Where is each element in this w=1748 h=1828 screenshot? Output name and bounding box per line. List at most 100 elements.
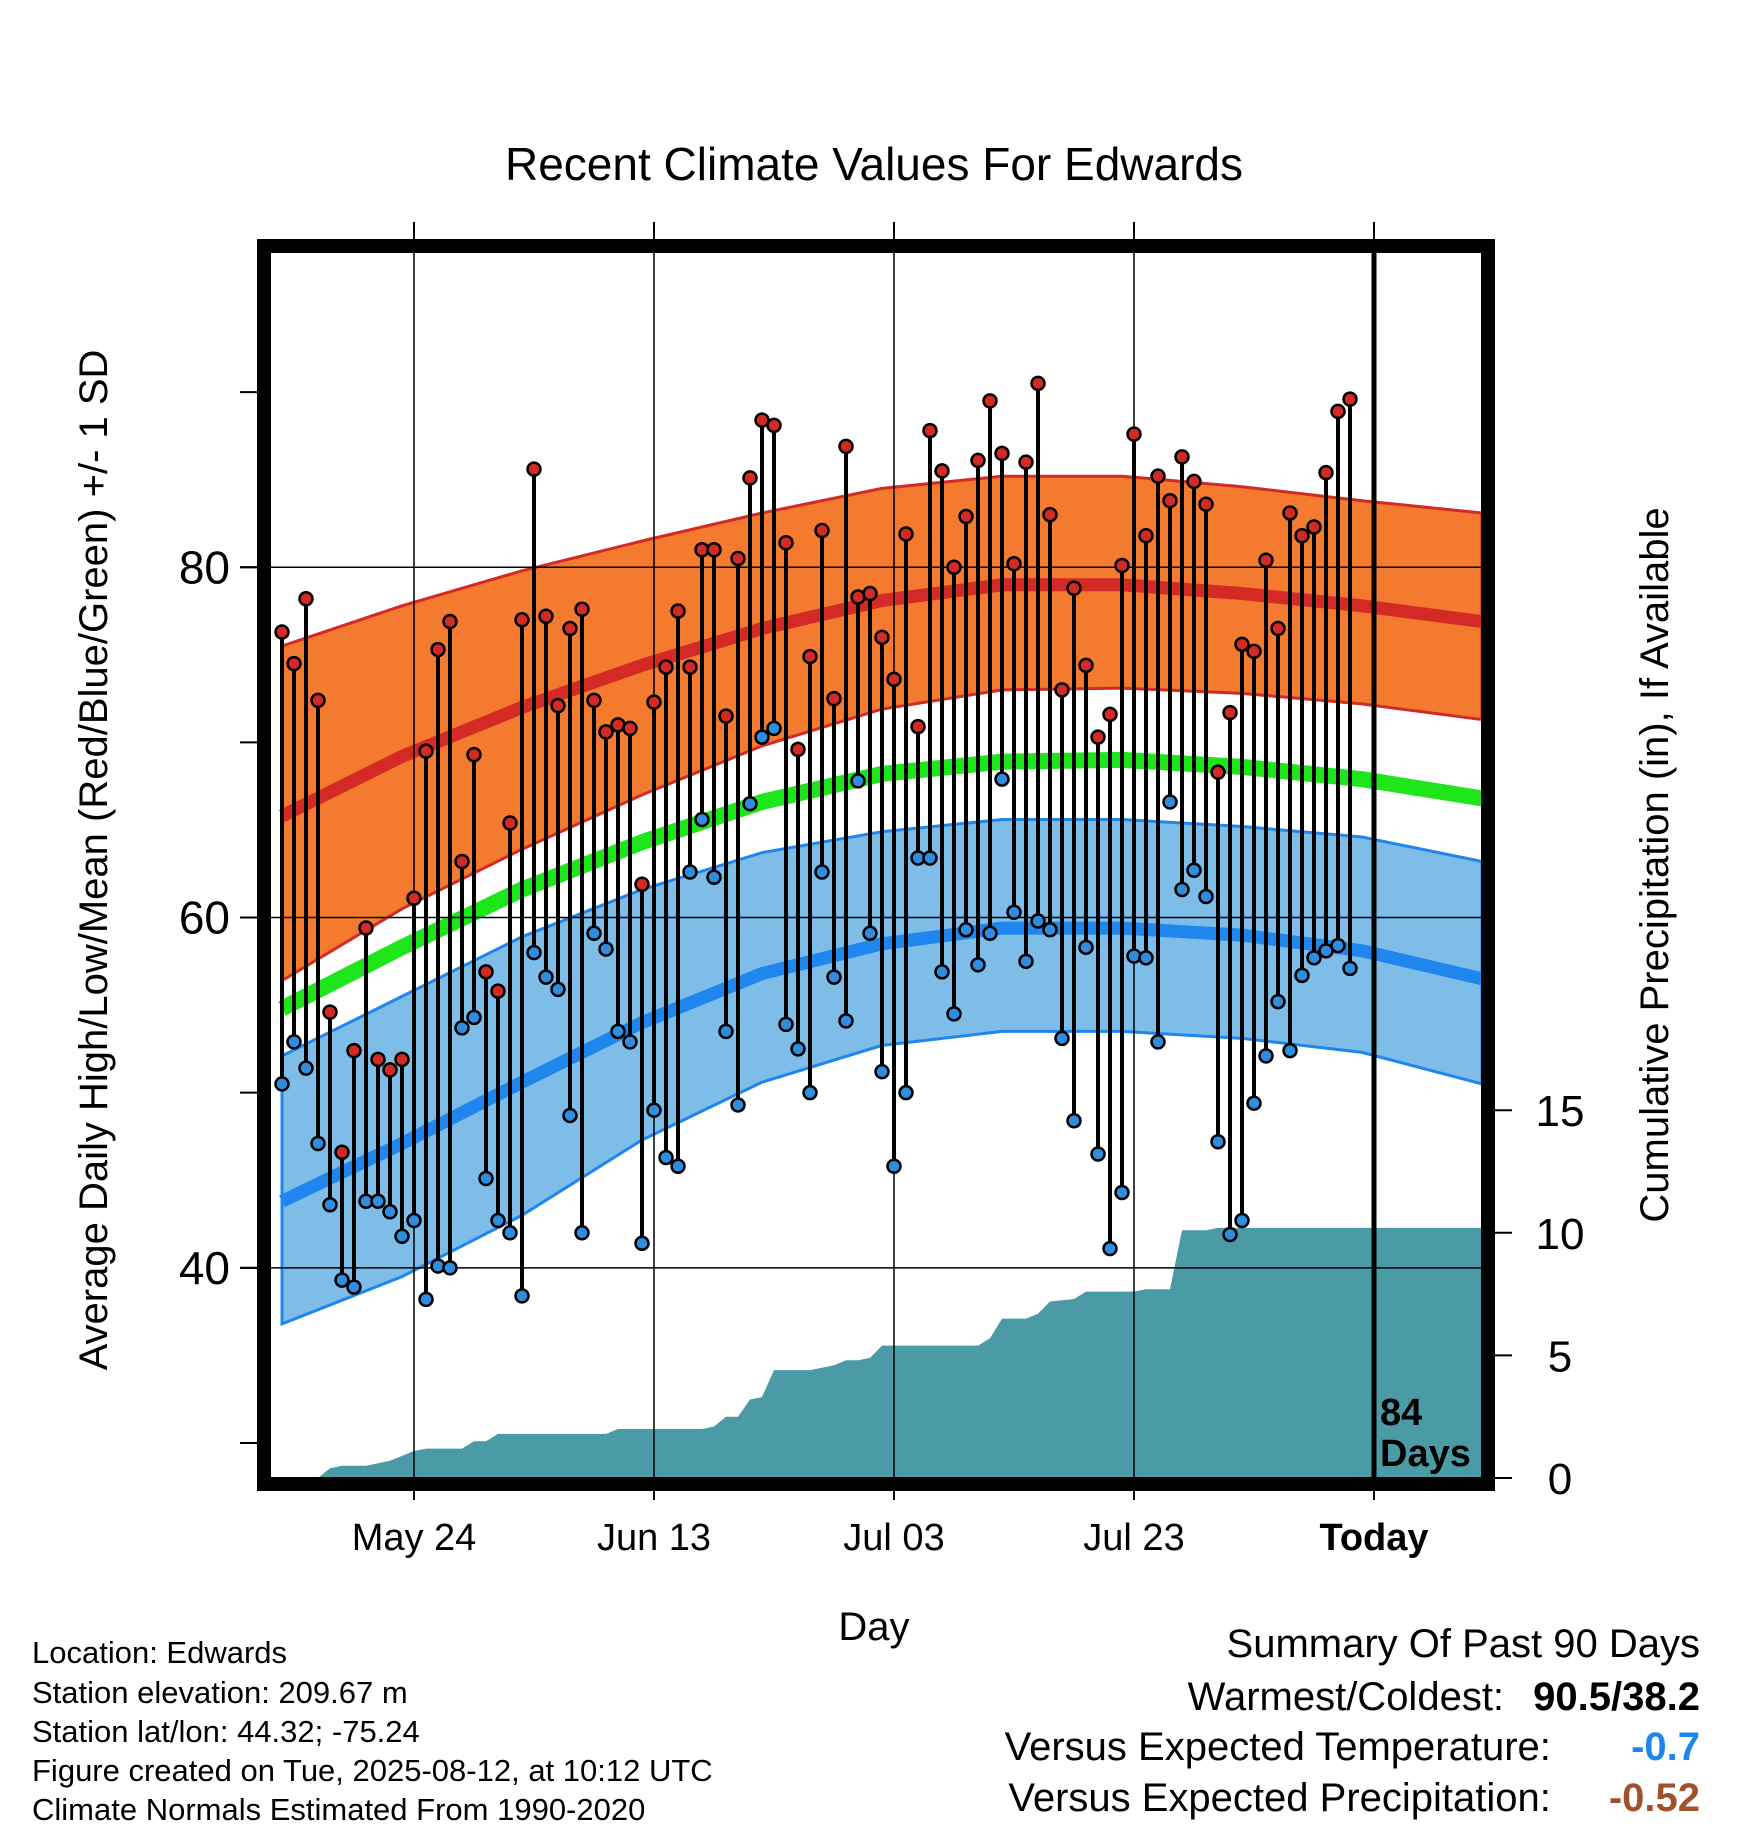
daily-high-point: [478, 964, 494, 980]
x-tick-label: Jun 13: [597, 1517, 711, 1559]
daily-high-point: [778, 534, 794, 551]
daily-high-point: [682, 659, 698, 675]
daily-low-point: [766, 720, 782, 737]
daily-high-point: [502, 815, 518, 831]
summary-temp-value: -0.7: [1631, 1725, 1700, 1769]
daily-range-group: [274, 375, 1358, 1308]
daily-high-point: [406, 890, 422, 907]
daily-high-point: [742, 470, 758, 486]
summary-title: Summary Of Past 90 Days: [1226, 1622, 1700, 1666]
daily-low-point: [538, 969, 554, 985]
precip-area: [318, 1227, 1482, 1478]
x-tick-label: Jul 03: [843, 1517, 944, 1559]
daily-high-point: [1090, 729, 1106, 745]
daily-low-point: [598, 941, 614, 957]
daily-high-point: [358, 920, 374, 936]
daily-high-point: [862, 585, 878, 602]
daily-high-point: [1006, 556, 1022, 572]
daily-high-point: [898, 526, 914, 542]
daily-low-point: [286, 1034, 302, 1050]
daily-low-point: [862, 925, 878, 942]
daily-high-point: [574, 601, 590, 618]
y2-tick-label: 0: [1548, 1455, 1572, 1504]
daily-high-point: [562, 620, 578, 637]
precip-area-group: [318, 1227, 1482, 1478]
daily-low-point: [850, 773, 866, 789]
daily-low-point: [946, 1006, 962, 1022]
y-tick-label: 40: [179, 1242, 230, 1294]
x-axis-label: Day: [838, 1605, 909, 1649]
daily-high-point: [622, 720, 638, 737]
daily-low-point: [742, 795, 758, 812]
daily-low-point: [922, 850, 938, 866]
daily-low-point: [1030, 913, 1046, 929]
today-annotation-days: Days: [1380, 1433, 1471, 1475]
daily-low-point: [886, 1158, 902, 1174]
daily-low-point: [274, 1076, 290, 1092]
daily-high-point: [514, 612, 530, 628]
daily-low-point: [1150, 1034, 1166, 1050]
daily-low-point: [1174, 881, 1190, 898]
daily-high-point: [1078, 657, 1094, 674]
daily-low-point: [754, 729, 770, 745]
daily-low-point: [1258, 1048, 1274, 1064]
daily-low-point: [1198, 888, 1214, 905]
daily-low-point: [346, 1279, 362, 1295]
y2-tick-label: 10: [1536, 1210, 1585, 1259]
daily-high-point: [982, 393, 998, 409]
daily-low-point: [322, 1197, 338, 1213]
daily-low-point: [1006, 904, 1022, 921]
daily-low-point: [1138, 950, 1154, 966]
daily-low-point: [478, 1170, 494, 1187]
daily-high-point: [1222, 704, 1238, 721]
daily-low-point: [1294, 967, 1310, 984]
daily-high-point: [706, 541, 722, 558]
y-axis-label: Average Daily High/Low/Mean (Red/Blue/Gr…: [72, 350, 116, 1371]
daily-high-point: [394, 1051, 410, 1068]
info-location: Location: Edwards: [32, 1635, 288, 1670]
daily-low-point: [706, 869, 722, 886]
daily-high-point: [730, 550, 746, 567]
summary-warmest-coldest-value: 90.5/38.2: [1533, 1675, 1700, 1719]
daily-high-point: [1210, 764, 1226, 780]
daily-low-point: [586, 925, 602, 942]
daily-high-point: [454, 853, 470, 870]
daily-high-point: [1174, 449, 1190, 465]
y2-axis-label: Cumulative Precipitation (in), If Availa…: [1633, 507, 1677, 1222]
daily-high-point: [1066, 580, 1082, 597]
daily-low-point: [1114, 1184, 1130, 1201]
daily-high-point: [1162, 492, 1178, 509]
daily-low-point: [682, 864, 698, 880]
summary-warmest-coldest-row: Warmest/Coldest: 90.5/38.2: [1188, 1675, 1700, 1720]
daily-high-point: [1270, 620, 1286, 637]
info-normals: Climate Normals Estimated From 1990-2020: [32, 1792, 646, 1827]
daily-high-point: [826, 690, 842, 707]
daily-low-point: [418, 1291, 434, 1308]
daily-low-point: [1042, 922, 1058, 938]
y2-tick-label: 5: [1548, 1332, 1572, 1381]
daily-high-point: [1306, 519, 1322, 535]
summary-warmest-coldest-label: Warmest/Coldest:: [1187, 1675, 1505, 1719]
daily-low-point: [778, 1016, 794, 1033]
daily-high-point: [766, 417, 782, 434]
daily-high-point: [634, 876, 650, 893]
daily-low-point: [634, 1235, 650, 1252]
daily-low-point: [1330, 937, 1346, 954]
daily-high-point: [538, 608, 554, 625]
daily-high-point: [274, 624, 290, 640]
daily-low-point: [1186, 862, 1202, 879]
daily-low-point: [802, 1084, 818, 1101]
info-created: Figure created on Tue, 2025-08-12, at 10…: [32, 1753, 713, 1788]
today-annotation-count: 84: [1380, 1392, 1422, 1434]
daily-low-point: [466, 1009, 482, 1026]
frame-group: [257, 239, 1495, 1491]
daily-high-point: [598, 724, 614, 740]
daily-low-point: [1210, 1133, 1226, 1150]
daily-high-point: [430, 641, 446, 658]
daily-high-point: [1294, 527, 1310, 544]
daily-low-point: [406, 1212, 422, 1229]
daily-high-point: [1054, 682, 1070, 698]
daily-low-point: [1270, 993, 1286, 1010]
daily-high-point: [718, 708, 734, 724]
